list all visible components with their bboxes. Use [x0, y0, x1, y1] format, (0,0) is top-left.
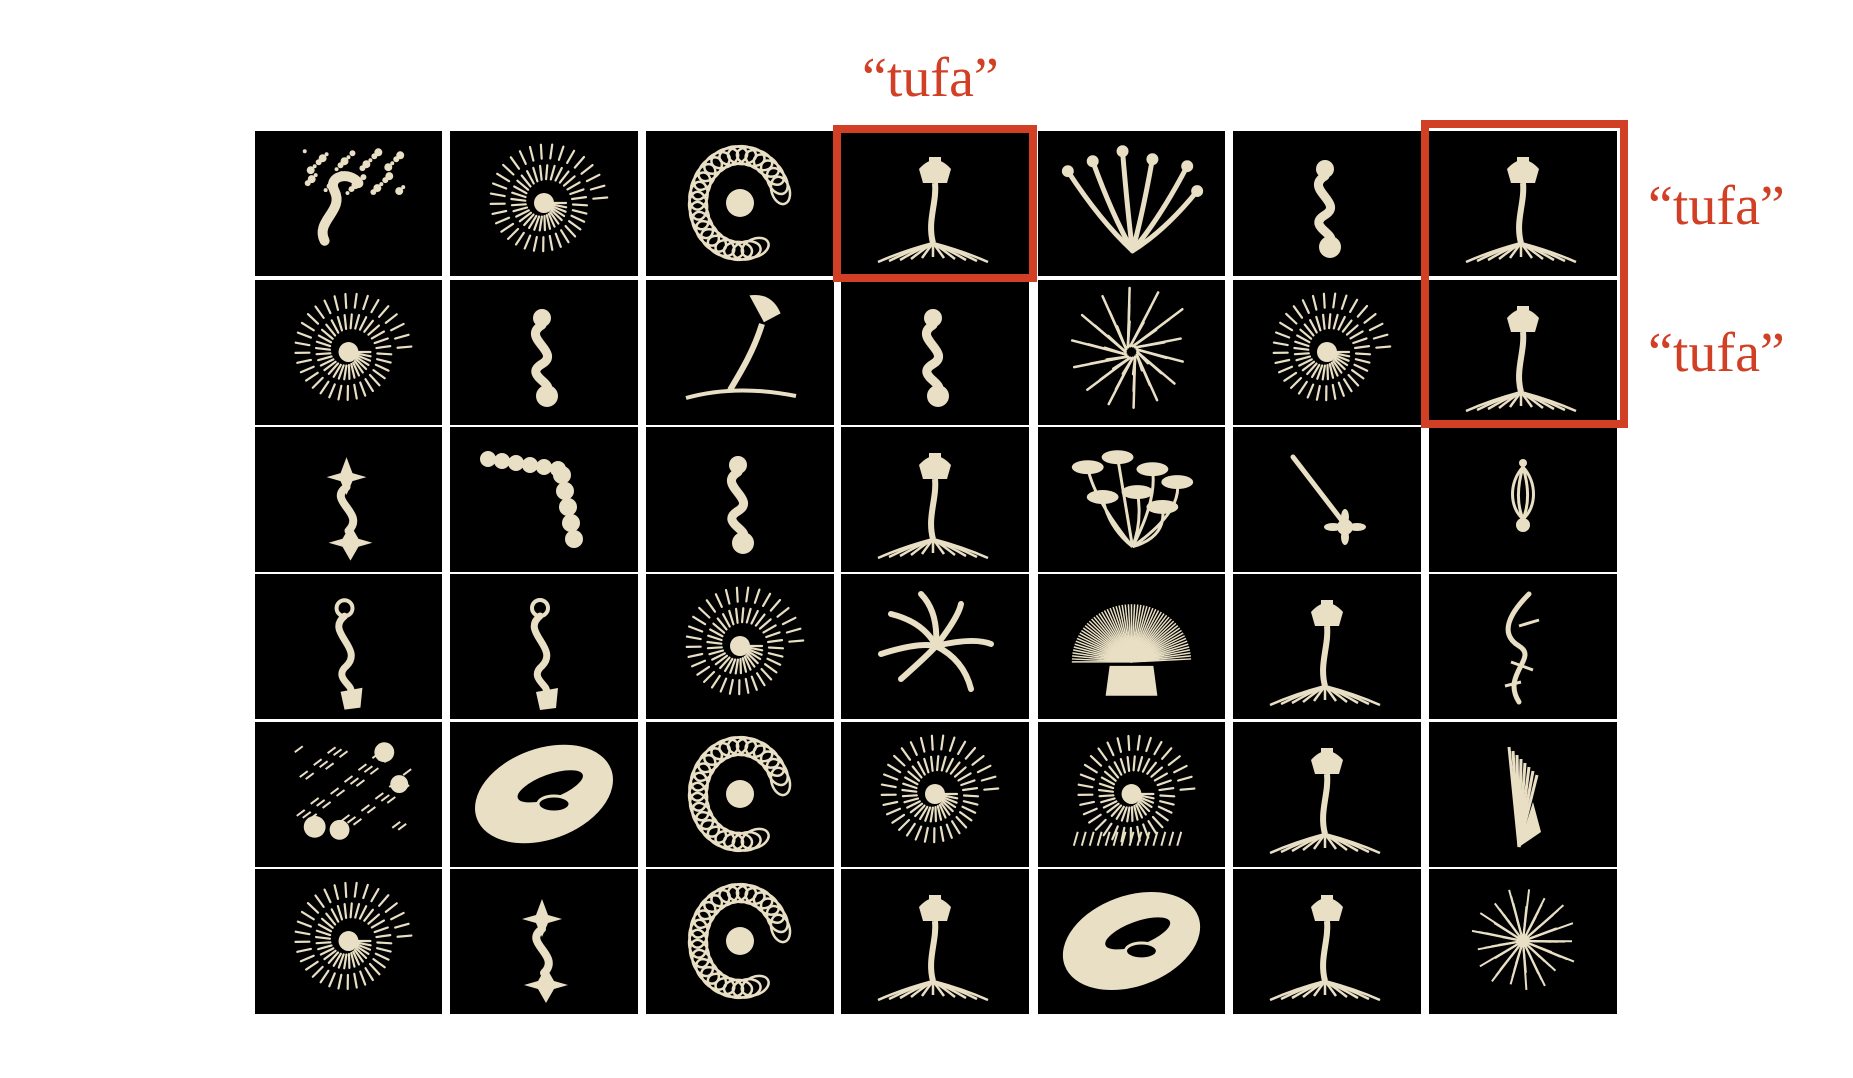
grid-cell-r2-c2 — [450, 280, 638, 425]
vine-render — [1504, 591, 1540, 705]
grid-cell-r5-c7 — [1429, 722, 1617, 867]
spiky-s-curve-render — [522, 899, 568, 1003]
grid-cell-r2-c7 — [1429, 280, 1617, 425]
tufa-render — [1269, 895, 1381, 1002]
tufa-render — [877, 453, 989, 560]
tufa-render — [1465, 157, 1577, 264]
grid-cell-r3-c4 — [841, 427, 1029, 572]
grid-cell-r1-c4 — [841, 131, 1029, 276]
grid-cell-r3-c6 — [1233, 427, 1421, 572]
grid-cell-r6-c2 — [450, 869, 638, 1014]
grid-cell-r5-c4 — [841, 722, 1029, 867]
tufa-render — [877, 157, 989, 264]
s-curve-spheres-render — [531, 309, 558, 407]
torus-shell-render — [475, 744, 613, 844]
grid-cell-r6-c1 — [255, 869, 442, 1014]
twisted-tentacles-render — [878, 591, 994, 692]
s-curve-spheres-render — [727, 456, 754, 554]
grid-cell-r2-c6 — [1233, 280, 1421, 425]
spiral-shell-render — [489, 143, 609, 253]
spiral-shell-render — [685, 586, 805, 696]
vase-render — [1511, 459, 1535, 532]
grid-cell-r6-c5 — [1038, 869, 1225, 1014]
grid-cell-r4-c7 — [1429, 574, 1617, 719]
tilted-tufa-render — [685, 295, 797, 400]
spiral-shell-render — [294, 881, 413, 991]
bead-chain-render — [480, 451, 583, 548]
mushroom-cluster-render — [1071, 450, 1194, 549]
coral-tree-render — [302, 148, 406, 246]
grid-cell-r3-c3 — [646, 427, 834, 572]
grid-cell-r4-c6 — [1233, 574, 1421, 719]
branching-stalks-render — [1061, 145, 1204, 254]
spiral-fan-render — [1070, 286, 1184, 409]
grid-cell-r1-c5 — [1038, 131, 1225, 276]
grid-cell-r4-c2 — [450, 574, 638, 719]
grid-cell-r5-c1 — [255, 722, 442, 867]
grid-cell-r3-c7 — [1429, 427, 1617, 572]
fan-stack-render — [1507, 746, 1541, 848]
grid-cell-r4-c3 — [646, 574, 834, 719]
grid-cell-r3-c2 — [450, 427, 638, 572]
grid-cell-r6-c7 — [1429, 869, 1617, 1014]
label-top: “tufa” — [862, 47, 999, 109]
grid-cell-r1-c3 — [646, 131, 834, 276]
grid-cell-r5-c2 — [450, 722, 638, 867]
spiky-s-curve-render — [326, 457, 373, 561]
spiky-cluster-render — [294, 742, 412, 840]
grid-cell-r6-c6 — [1233, 869, 1421, 1014]
grid-cell-r5-c5 — [1038, 722, 1225, 867]
spiky-ball-render — [1471, 889, 1575, 990]
grid-cell-r2-c5 — [1038, 280, 1225, 425]
anemone-render — [1071, 604, 1192, 696]
label-right-row2: “tufa” — [1648, 322, 1785, 384]
tufa-render — [1465, 306, 1577, 413]
tufa-render — [1269, 600, 1381, 707]
spiral-shell-render — [294, 292, 413, 402]
s-curve-cone-render — [530, 598, 558, 710]
grid-cell-r1-c6 — [1233, 131, 1421, 276]
grid-cell-r6-c3 — [646, 869, 834, 1014]
spiral-shell-render — [880, 734, 1000, 844]
grid-cell-r1-c1 — [255, 131, 442, 276]
grid-cell-r5-c3 — [646, 722, 834, 867]
label-right-row1: “tufa” — [1648, 175, 1785, 237]
tufa-render — [1269, 748, 1381, 855]
coiled-shell-render — [687, 144, 792, 262]
grid-cell-r2-c4 — [841, 280, 1029, 425]
grid-cell-r3-c1 — [255, 427, 442, 572]
grid-cell-r3-c5 — [1038, 427, 1225, 572]
s-curve-cone-render — [334, 598, 363, 710]
s-curve-spheres-render — [922, 309, 949, 407]
grid-cell-r5-c6 — [1233, 722, 1421, 867]
grid-cell-r2-c1 — [255, 280, 442, 425]
grid-cell-r4-c1 — [255, 574, 442, 719]
tufa-render — [877, 895, 989, 1002]
coiled-shell-render — [687, 735, 792, 853]
torus-shell-render — [1062, 891, 1201, 991]
grid-cell-r1-c2 — [450, 131, 638, 276]
s-curve-spheres-render — [1314, 160, 1341, 258]
spiral-shell-render — [1272, 292, 1392, 402]
coiled-shell-render — [687, 882, 792, 1000]
grid-cell-r4-c4 — [841, 574, 1029, 719]
grid-cell-r2-c3 — [646, 280, 834, 425]
grid-cell-r6-c4 — [841, 869, 1029, 1014]
diagonal-stick-render — [1290, 454, 1366, 545]
spiky-shell-render — [1072, 734, 1196, 846]
grid-cell-r4-c5 — [1038, 574, 1225, 719]
grid-cell-r1-c7 — [1429, 131, 1617, 276]
